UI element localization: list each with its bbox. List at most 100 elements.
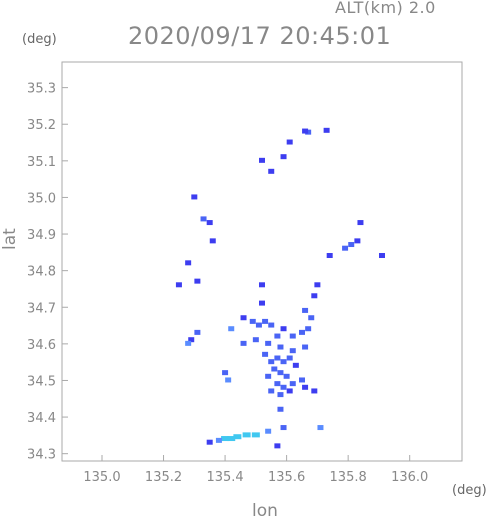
radar-echo-cell [188,337,195,343]
x-tick-label: 135.8 [330,470,367,485]
radar-echo-cell [233,434,242,440]
radar-echo-cell [185,260,192,266]
radar-echo-cell [240,315,247,321]
radar-echo-cell [314,282,321,288]
x-axis-unit: (deg) [452,483,487,498]
radar-echo-cell [326,253,333,259]
radar-echo-cell [194,329,201,335]
y-tick-label: 35.1 [27,155,56,170]
y-tick-label: 34.3 [27,448,56,463]
y-tick-label: 35.2 [27,118,56,133]
radar-echo-cell [280,425,287,431]
radar-echo-cell [265,373,272,379]
radar-echo-cell [305,326,312,332]
radar-echo-cell [225,377,232,383]
radar-echo-cell [299,329,305,335]
radar-echo-cell [342,245,349,251]
radar-echo-cell [240,340,247,346]
radar-echo-cell [280,359,287,365]
y-tick-label: 34.5 [27,374,56,389]
radar-echo-cell [289,381,296,387]
radar-echo-cell [262,318,269,324]
radar-echo-cell [302,128,309,134]
x-tick-label: 135.4 [206,470,243,485]
x-tick-label: 135.2 [145,470,182,485]
radar-echo-cell [274,443,281,449]
radar-echo-cell [268,322,275,328]
radar-echo-cell [249,318,256,324]
radar-echo-cell [308,315,315,321]
radar-echo-cell [200,216,207,222]
radar-echo-cell [348,242,355,248]
radar-echo-cell [265,340,272,346]
radar-echo-cell [277,406,284,412]
radar-echo-cell [277,370,284,376]
y-tick-label: 34.4 [27,411,56,426]
radar-echo-cell [259,157,265,163]
radar-echo-cell [206,220,213,226]
radar-echo-cell [191,194,198,200]
radar-echo-cell [292,362,299,368]
radar-echo-cell [251,432,260,438]
radar-echo-cell [302,307,309,313]
radar-echo-cell [265,428,272,434]
tick-layer: 135.0 135.2 135.4 135.6 135.8 136.0 34.3 34.4 34… [27,82,428,485]
radar-echo-cell [286,139,293,145]
radar-echo-cell [286,355,293,361]
radar-echo-cell [255,322,262,328]
radar-echo-cell [209,238,216,244]
radar-echo-cell [299,377,305,383]
radar-echo-cell [305,129,312,135]
radar-echo-cell [262,351,269,357]
radar-echo-cell [268,168,275,174]
radar-echo-cell [259,282,265,288]
radar-echo-cell [271,366,278,372]
y-tick-label: 34.6 [27,338,56,353]
radar-echo-cell [221,436,230,442]
radar-echo-cell [289,333,296,339]
radar-echo-cell [354,238,361,244]
x-tick-label: 135.0 [83,470,120,485]
radar-echo-cell [175,282,182,288]
y-tick-label: 35.3 [27,82,56,97]
radar-echo-cell [185,340,192,346]
x-axis-label: lon [252,501,278,521]
radar-echo-cell [274,333,281,339]
radar-echo-cell [302,344,309,350]
radar-echo-cell [311,388,318,394]
radar-echo-cell [280,384,287,390]
radar-echo-cell [268,388,275,394]
plot-frame [61,61,463,462]
radar-echo-cell [206,439,213,445]
altitude-label: ALT(km) 2.0 [335,0,436,17]
radar-echo-cell [280,154,287,160]
radar-echo-cell [357,220,364,226]
radar-echo-cell [277,344,284,350]
observation-timestamp: 2020/09/17 20:45:01 [128,22,392,50]
radar-echo-cell [302,384,309,390]
x-tick-label: 135.6 [268,470,305,485]
radar-echo-cell [227,436,236,442]
radar-echo-cell [286,388,293,394]
y-tick-label: 34.9 [27,228,56,243]
radar-echo-cell [274,355,281,361]
y-tick-label: 35.0 [27,191,56,206]
y-axis-unit: (deg) [22,32,57,47]
radar-echo-cell [283,373,290,379]
radar-echo-cell [194,278,201,284]
radar-echo-cell [259,300,265,306]
radar-echo-cell [215,437,222,443]
radar-echo-cell [242,432,251,438]
radar-echo-cell [323,127,330,133]
y-tick-label: 34.8 [27,265,56,280]
radar-echo-cell [274,381,281,387]
y-tick-label: 34.7 [27,301,56,316]
x-tick-label: 136.0 [391,470,428,485]
radar-echo-cell [268,359,275,365]
radar-echo-cell [277,392,284,398]
radar-echo-cell [222,370,229,376]
radar-echo-cell [252,337,259,343]
radar-echo-cell [379,253,385,259]
